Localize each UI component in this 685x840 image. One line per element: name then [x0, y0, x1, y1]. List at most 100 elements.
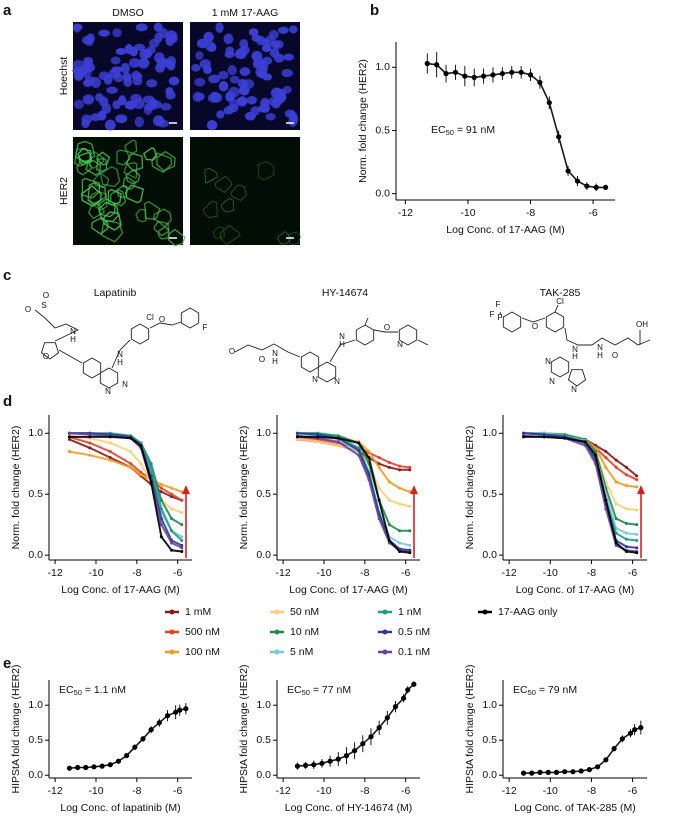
nucleus	[98, 71, 110, 81]
data-point	[357, 453, 361, 457]
ring	[99, 367, 119, 389]
nucleus	[76, 66, 88, 77]
x-tick-label: -10	[88, 567, 103, 579]
data-point	[527, 72, 534, 78]
x-tick-label: -12	[276, 785, 291, 797]
bond	[364, 317, 369, 326]
data-point	[594, 446, 598, 450]
nucleus	[234, 49, 247, 60]
y-tick-label: 1.0	[482, 427, 497, 439]
data-point	[316, 432, 320, 436]
x-tick-label: -10	[88, 785, 103, 797]
y-tick-label: 0.0	[256, 549, 271, 561]
data-point	[604, 507, 608, 511]
bond	[111, 339, 131, 369]
nucleus	[274, 96, 285, 105]
data-point	[357, 441, 361, 445]
atom-label: O	[384, 323, 390, 332]
nucleus	[228, 86, 240, 98]
x-tick-label: -6	[401, 567, 410, 579]
legend-label: 0.5 nM	[398, 626, 430, 638]
x-axis-label: Log Conc. of 17-AAG (M)	[61, 584, 179, 596]
data-point	[619, 736, 625, 742]
atom-label: N	[597, 343, 603, 352]
data-point	[88, 441, 92, 445]
data-point	[170, 517, 174, 521]
micrograph	[73, 137, 186, 247]
nucleus	[288, 116, 298, 127]
atom-label: H	[117, 358, 123, 367]
data-point	[336, 443, 340, 447]
data-point	[562, 769, 568, 775]
data-point	[392, 704, 399, 710]
cell-membrane	[156, 150, 176, 172]
ring	[40, 342, 60, 360]
cell-membrane	[151, 152, 173, 174]
data-point	[336, 436, 340, 440]
data-point	[360, 741, 366, 747]
data-point	[635, 539, 639, 543]
data-point	[170, 529, 174, 533]
nucleus	[112, 100, 121, 110]
data-point	[614, 517, 618, 521]
data-point	[614, 541, 618, 545]
cell-membrane	[109, 189, 127, 207]
data-point	[583, 440, 587, 444]
atom-label: N	[122, 380, 128, 389]
row-label: HER2	[58, 177, 70, 205]
y-tick-label: 1.0	[256, 699, 271, 711]
x-tick-label: -6	[588, 207, 597, 219]
cell-membrane	[88, 190, 108, 212]
nucleus	[208, 42, 217, 52]
data-point	[408, 490, 412, 494]
nucleus	[215, 22, 224, 34]
nucleus	[142, 48, 153, 59]
y-axis-label: Norm. fold change (HER2)	[357, 59, 369, 183]
series-line	[523, 434, 637, 553]
data-point	[180, 490, 184, 494]
x-tick-label: -8	[132, 567, 141, 579]
atom-label: F	[496, 300, 501, 309]
data-point	[408, 504, 412, 508]
data-point	[624, 465, 628, 469]
cell-membrane	[157, 226, 170, 240]
data-point	[578, 768, 584, 774]
data-point	[635, 532, 639, 536]
annotation-text: EC	[513, 684, 528, 696]
annotation: EC50 = 79 nM	[513, 684, 577, 697]
data-point	[574, 178, 581, 184]
x-tick-label: -8	[132, 785, 141, 797]
cell-membrane	[116, 184, 128, 199]
data-point	[376, 725, 382, 731]
data-point	[614, 458, 618, 462]
ring	[567, 369, 587, 387]
data-point	[159, 490, 163, 494]
nucleus	[229, 75, 240, 84]
y-tick-label: 1.0	[28, 699, 43, 711]
data-point	[545, 769, 551, 776]
data-point	[594, 462, 598, 466]
data-point	[316, 435, 320, 439]
data-point	[67, 435, 71, 439]
x-axis-label: Log Conc. of 17-AAG (M)	[289, 584, 407, 596]
bond	[417, 339, 429, 346]
nucleus	[223, 106, 234, 115]
legend-label: 0.1 nM	[398, 646, 430, 658]
data-point	[518, 69, 524, 75]
panel-letter: a	[3, 2, 12, 19]
series-line	[69, 450, 183, 493]
nucleus	[195, 51, 204, 60]
atom-label: H	[597, 351, 603, 360]
data-point	[170, 541, 174, 545]
data-point	[593, 184, 599, 190]
nucleus	[239, 67, 251, 76]
data-point	[520, 770, 527, 776]
x-axis-label: Log Conc. of lapatinib (M)	[60, 802, 180, 814]
annotation: EC50 = 91 nM	[431, 124, 495, 137]
data-point	[570, 769, 576, 775]
nucleus	[155, 62, 165, 73]
data-point	[173, 709, 179, 715]
bond	[499, 311, 503, 318]
data-point	[583, 443, 587, 447]
column-label: DMSO	[112, 7, 144, 19]
